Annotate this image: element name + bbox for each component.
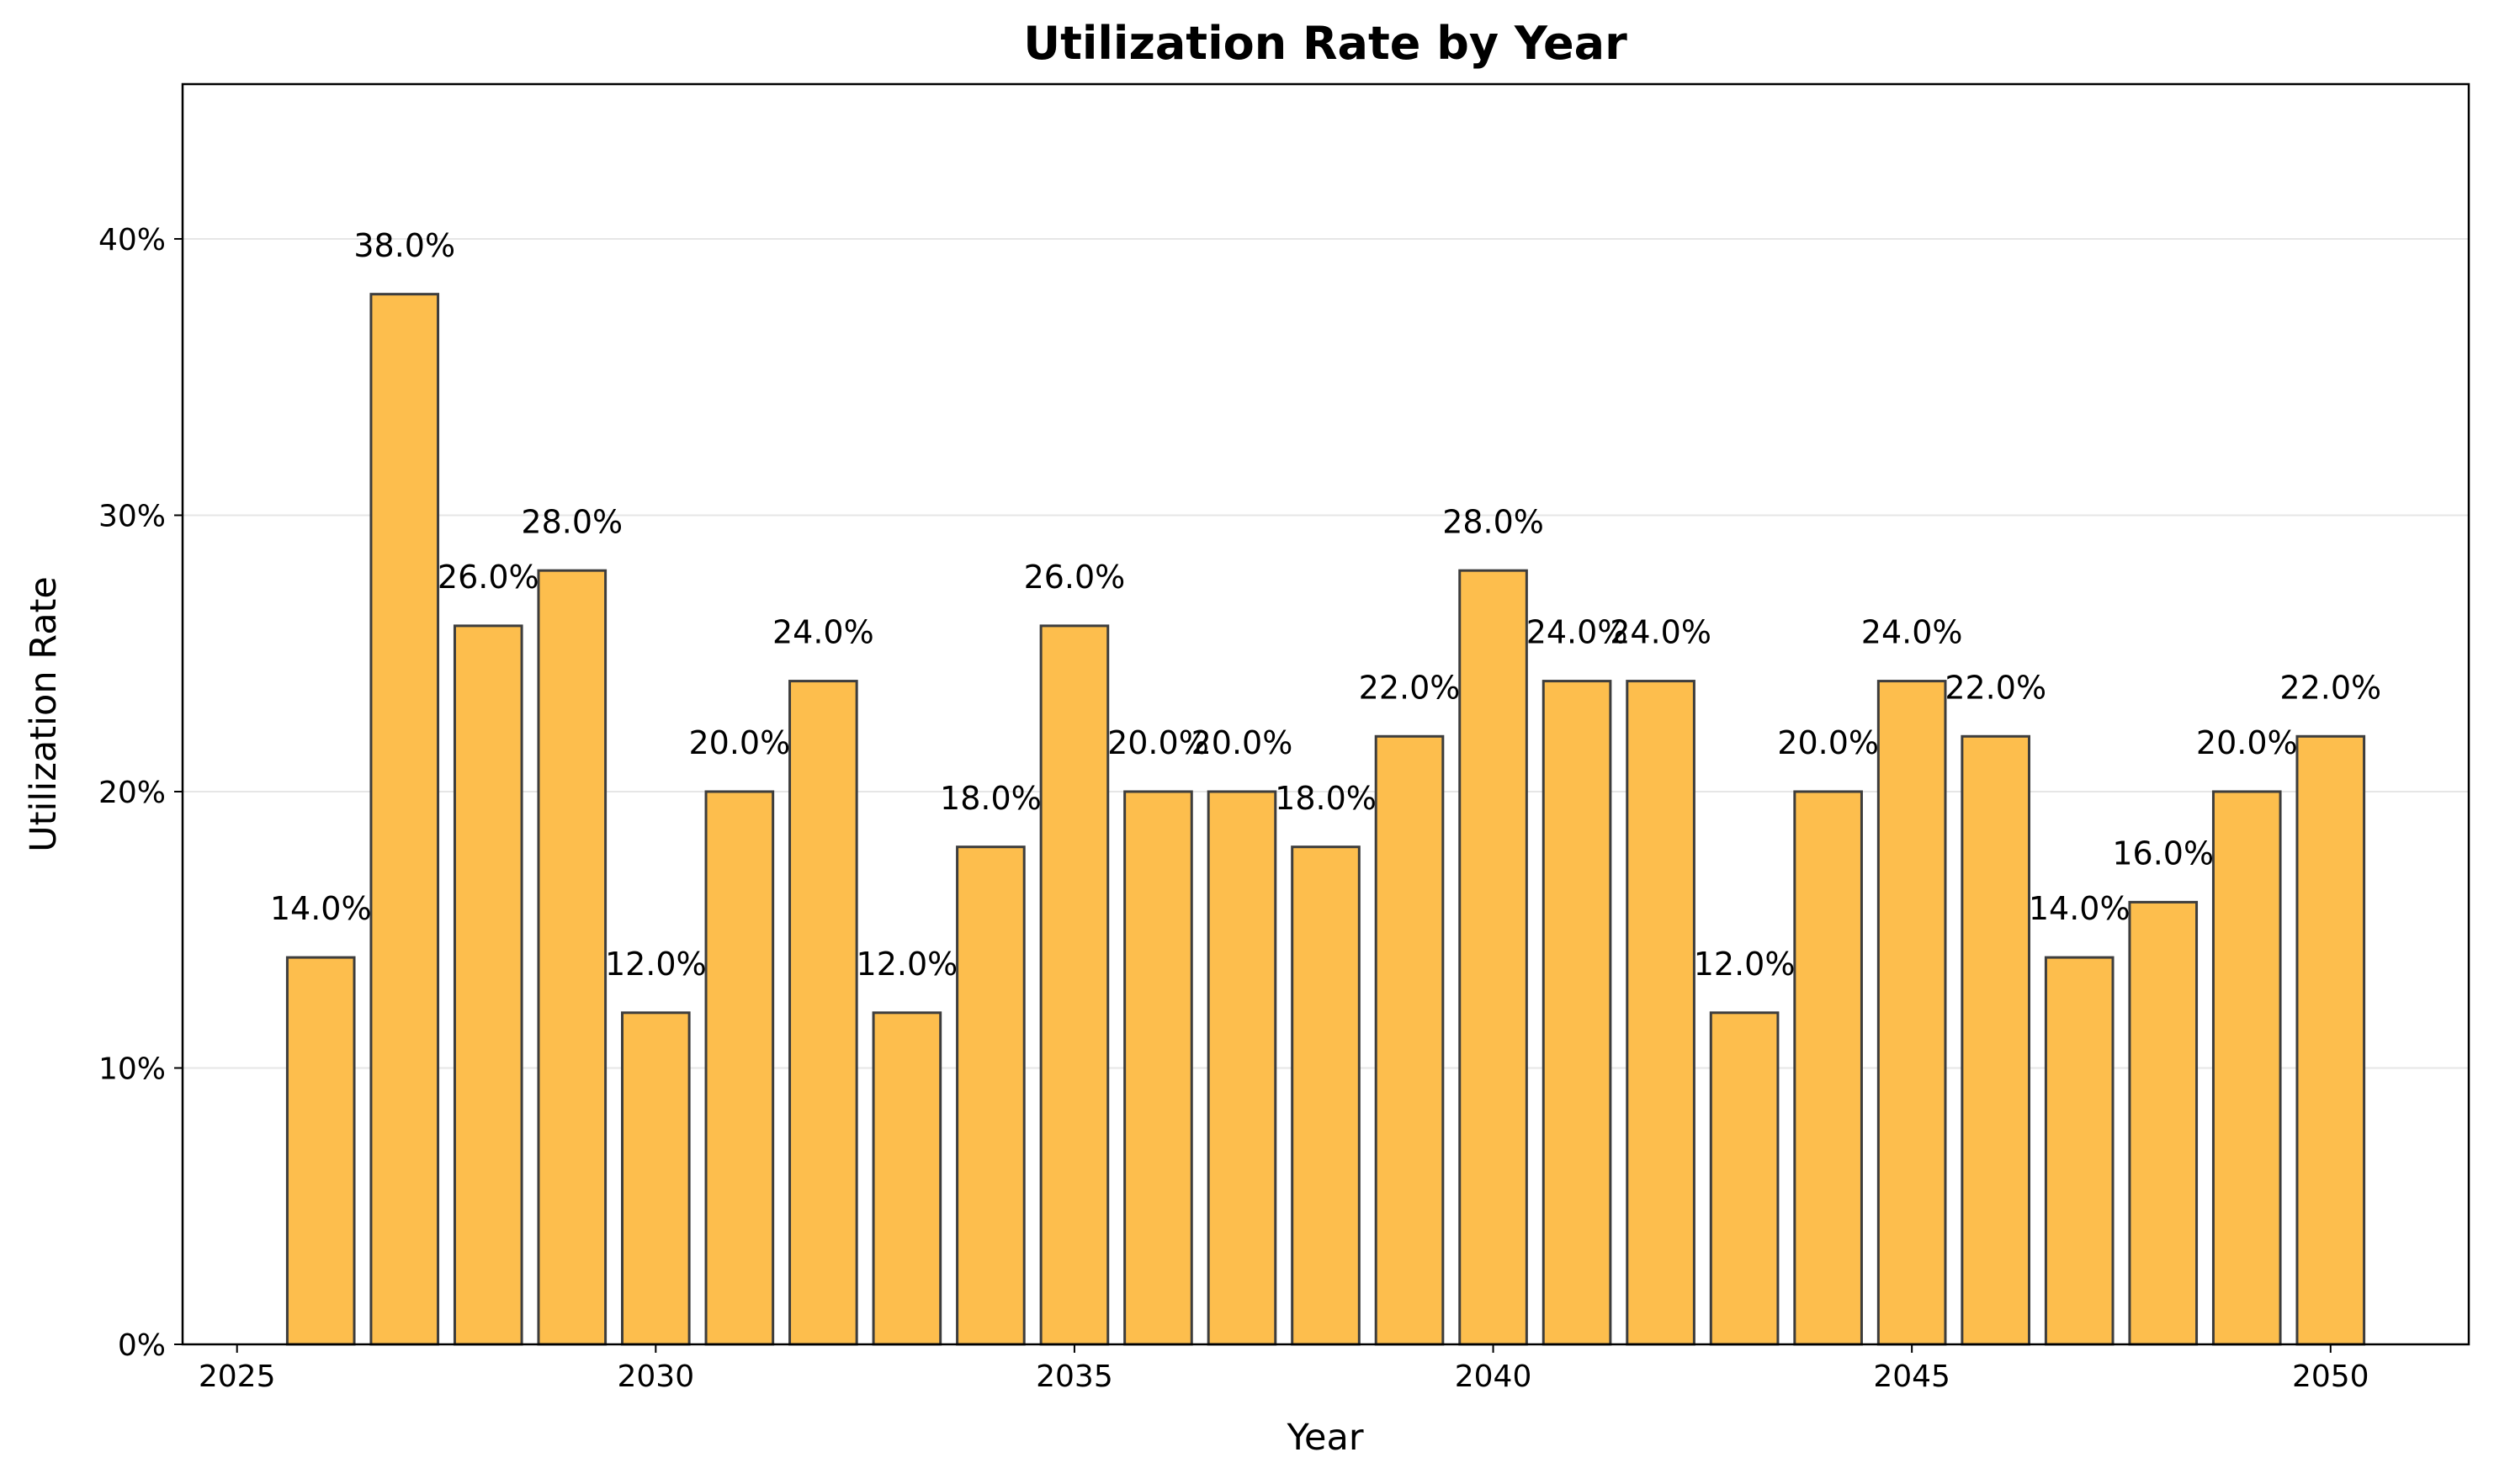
bar-2049	[2211, 790, 2282, 1346]
data-labels: 14.0% 38.0% 26.0% 28.0% 12.0% 20.0% 24.0% 12.0%…	[270, 227, 2381, 983]
data-label-2036: 20.0%	[1107, 724, 1209, 761]
data-label-2048: 16.0%	[2112, 835, 2214, 872]
bar-2030	[621, 1011, 691, 1346]
x-axis-ticks: 2025 2030 2035 2040 2045 2050	[199, 1344, 2369, 1394]
data-label-2027: 38.0%	[353, 227, 455, 264]
x-tick-label-2040: 2040	[1455, 1359, 1532, 1394]
data-label-2044: 20.0%	[1777, 724, 1879, 761]
data-label-2029: 28.0%	[521, 503, 623, 540]
data-label-2045: 24.0%	[1861, 614, 1963, 651]
bars	[285, 293, 2366, 1346]
bar-2031	[704, 790, 775, 1346]
x-tick-label-2030: 2030	[617, 1359, 694, 1394]
data-label-2030: 12.0%	[605, 946, 707, 983]
plot-frame	[181, 82, 2470, 1346]
bar-2039	[1374, 734, 1445, 1346]
bar-2033	[872, 1011, 942, 1346]
x-tick-label-2035: 2035	[1036, 1359, 1113, 1394]
data-label-2034: 18.0%	[940, 780, 1042, 817]
y-tick-label-40: 40%	[98, 223, 166, 257]
bar-2046	[1961, 734, 2030, 1346]
data-label-2035: 26.0%	[1024, 559, 1126, 596]
bar-2045	[1876, 680, 1947, 1346]
bar-2032	[788, 680, 858, 1346]
data-label-2046: 22.0%	[1945, 669, 2046, 706]
data-label-2050: 22.0%	[2279, 669, 2381, 706]
data-label-2033: 12.0%	[857, 946, 958, 983]
bar-2035	[1039, 624, 1110, 1346]
data-label-2026: 14.0%	[270, 890, 372, 927]
bar-2026	[285, 956, 356, 1346]
bar-2038	[1291, 845, 1361, 1346]
bar-2048	[2128, 900, 2199, 1346]
bar-2050	[2295, 734, 2366, 1346]
bar-2044	[1793, 790, 1863, 1346]
y-axis-label: Utilization Rate	[23, 576, 65, 852]
x-tick-label-2045: 2045	[1873, 1359, 1950, 1394]
chart-title: Utilization Rate by Year	[1023, 17, 1627, 70]
data-label-2032: 24.0%	[772, 614, 874, 651]
data-label-2041: 24.0%	[1526, 614, 1628, 651]
bar-2029	[537, 569, 608, 1346]
data-label-2049: 20.0%	[2196, 724, 2298, 761]
y-tick-label-30: 30%	[98, 499, 166, 533]
y-axis-ticks: 0% 10% 20% 30% 40%	[98, 223, 183, 1363]
bar-2040	[1458, 569, 1528, 1346]
bar-2047	[2044, 956, 2115, 1346]
x-tick-label-2050: 2050	[2292, 1359, 2369, 1394]
bar-2041	[1542, 680, 1612, 1346]
data-label-2031: 20.0%	[688, 724, 790, 761]
bar-2043	[1709, 1011, 1780, 1346]
x-axis-label: Year	[1286, 1417, 1363, 1459]
bar-2042	[1626, 680, 1695, 1346]
data-label-2038: 18.0%	[1275, 780, 1377, 817]
data-label-2047: 14.0%	[2029, 890, 2131, 927]
data-label-2043: 12.0%	[1694, 946, 1796, 983]
bar-2034	[956, 845, 1026, 1346]
data-label-2037: 20.0%	[1191, 724, 1293, 761]
y-tick-label-20: 20%	[98, 776, 166, 810]
x-tick-label-2025: 2025	[199, 1359, 276, 1394]
data-label-2040: 28.0%	[1442, 503, 1544, 540]
y-tick-label-0: 0%	[118, 1328, 166, 1363]
data-label-2028: 26.0%	[438, 559, 539, 596]
bar-2027	[369, 293, 440, 1346]
data-label-2039: 22.0%	[1359, 669, 1461, 706]
bar-2037	[1207, 790, 1277, 1346]
y-tick-label-10: 10%	[98, 1052, 166, 1086]
bar-2036	[1123, 790, 1193, 1346]
data-label-2042: 24.0%	[1610, 614, 1711, 651]
bar-2028	[453, 624, 523, 1346]
